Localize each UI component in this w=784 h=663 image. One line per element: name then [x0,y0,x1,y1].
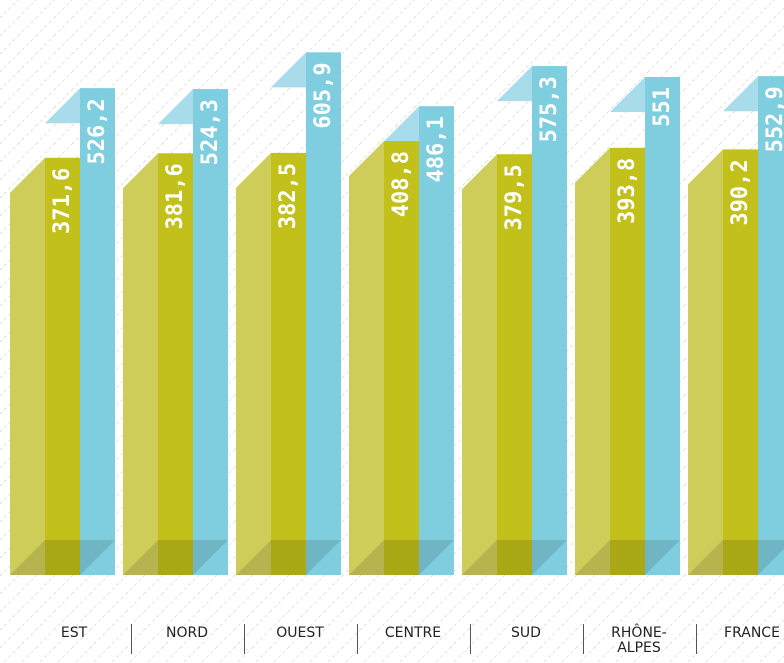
bar [271,152,306,575]
x-tick-label: CENTRE [384,625,442,641]
bar-foot [10,540,115,575]
bar [158,153,193,575]
x-tick-label: EST [60,625,88,641]
separator [583,624,584,654]
bar [45,157,80,575]
bar-foot [575,540,680,575]
value-label: 552,9 [763,86,784,152]
value-label: 390,2 [728,159,753,225]
bar [497,154,532,575]
bar-foot [462,540,567,575]
bar-foot [236,540,341,575]
bar-side [688,149,723,575]
value-label: 379,5 [502,164,527,230]
separator [244,624,245,654]
bar-side [123,153,158,575]
bar [193,89,228,575]
bar [723,149,758,575]
x-tick-label: RHÔNE-ALPES [611,625,667,656]
bar-foot [688,540,784,575]
value-label: 551 [650,87,675,127]
bar [610,147,645,576]
bar [384,141,419,576]
value-label: 408,8 [389,151,414,217]
value-label: 575,3 [537,76,562,142]
bar [645,77,680,576]
bar-side [462,154,497,575]
bar-side [236,152,271,575]
value-label: 605,9 [311,62,336,128]
bar [758,76,784,575]
bar-side [10,157,45,575]
value-label: 371,6 [50,168,75,234]
bar [306,52,341,576]
x-tick-label: OUEST [276,625,324,641]
separator [131,624,132,654]
value-label: 393,8 [615,158,640,224]
value-label: 526,2 [85,98,110,164]
value-label: 524,3 [198,99,223,165]
bar-foot [123,540,228,575]
bar-side [349,141,384,576]
value-label: 381,6 [163,163,188,229]
bar [532,66,567,576]
x-tick-label: SUD [511,625,541,641]
bar-foot [349,540,454,575]
value-label: 486,1 [424,116,449,182]
value-label: 382,5 [276,163,301,229]
x-tick-label: FRANCE [724,625,780,641]
bar [80,88,115,576]
separator [696,624,697,654]
bar [419,106,454,575]
separator [470,624,471,654]
x-tick-label: NORD [166,625,208,641]
separator [357,624,358,654]
bar-side [575,147,610,576]
